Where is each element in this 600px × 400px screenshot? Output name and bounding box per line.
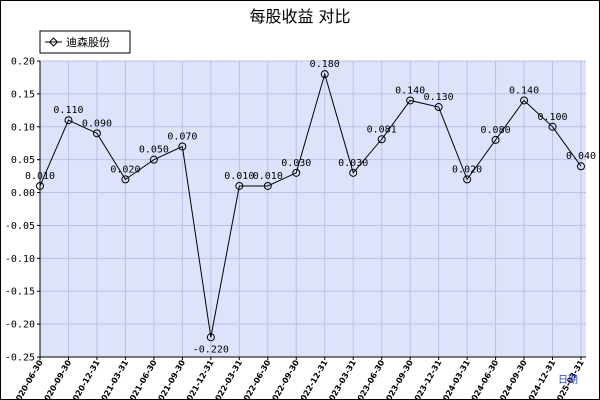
y-axis-ticks: 0.20 0.15 0.10 0.05 0.00 -0.05 -0.10 -0.15 -0.20… xyxy=(5,57,40,364)
data-label: 0.020 xyxy=(110,164,140,175)
data-labels: 0.010 0.110 0.090 0.020 0.050 0.070 -0.220 0.01… xyxy=(25,59,596,355)
data-label: 0.180 xyxy=(310,59,340,70)
data-label: 0.100 xyxy=(537,112,567,123)
y-tick-label: -0.25 xyxy=(5,353,35,364)
x-tick-label: 2021-06-30 xyxy=(125,358,159,400)
data-label: 0.140 xyxy=(395,85,425,96)
data-label: 0.030 xyxy=(281,158,311,169)
data-point xyxy=(520,96,529,105)
data-point xyxy=(235,181,244,190)
y-tick-label: 0.00 xyxy=(11,188,35,199)
data-point xyxy=(121,175,130,184)
x-tick-label: 2023-06-30 xyxy=(353,358,387,400)
x-tick-label: 2023-03-31 xyxy=(325,358,359,400)
data-label: 0.080 xyxy=(481,125,511,136)
data-label: 0.140 xyxy=(509,85,539,96)
data-point xyxy=(149,155,158,164)
data-label: 0.010 xyxy=(224,171,254,182)
data-label: 0.081 xyxy=(367,124,397,135)
x-tick-label: 2021-09-30 xyxy=(154,358,188,400)
data-point xyxy=(577,162,585,171)
data-label: 0.010 xyxy=(25,171,55,182)
data-label: 0.090 xyxy=(82,118,112,129)
data-point xyxy=(292,168,301,177)
data-label: 0.110 xyxy=(53,105,83,116)
y-tick-label: -0.05 xyxy=(5,221,35,232)
x-tick-label: 2023-12-31 xyxy=(410,358,444,400)
y-tick-label: -0.15 xyxy=(5,287,35,298)
data-label: 0.130 xyxy=(424,92,454,103)
data-point xyxy=(36,181,44,190)
data-label: 0.070 xyxy=(167,132,197,143)
data-label: 0.050 xyxy=(139,145,169,156)
x-tick-label: 2023-09-30 xyxy=(382,358,416,400)
data-label: 0.040 xyxy=(566,151,596,162)
x-tick-label: 2024-03-31 xyxy=(438,358,472,400)
x-tick-label: 2022-06-30 xyxy=(239,358,273,400)
legend: 迪森股份 xyxy=(39,30,131,54)
x-tick-label: 2024-09-30 xyxy=(495,358,529,400)
data-point xyxy=(463,175,472,184)
data-point xyxy=(406,96,415,105)
x-tick-label: 2024-06-30 xyxy=(467,358,501,400)
series-points xyxy=(36,70,585,342)
data-point xyxy=(206,333,215,342)
x-tick-label: 2021-12-31 xyxy=(182,358,216,400)
data-point xyxy=(178,142,187,151)
data-point xyxy=(263,181,272,190)
data-point xyxy=(491,135,500,144)
data-point xyxy=(92,129,101,138)
data-point xyxy=(434,103,443,112)
chart-title: 每股收益 对比 xyxy=(249,7,350,26)
x-axis-ticks: 2020-06-302020-09-302020-12-312021-03-31… xyxy=(11,357,586,400)
x-tick-label: 2021-03-31 xyxy=(97,358,131,400)
legend-marker-icon xyxy=(48,37,59,47)
data-label: -0.220 xyxy=(193,344,229,355)
axes xyxy=(39,61,586,358)
y-tick-label: -0.10 xyxy=(5,254,35,265)
legend-label: 迪森股份 xyxy=(66,35,110,49)
x-tick-label: 2020-09-30 xyxy=(40,358,74,400)
data-point xyxy=(64,116,73,125)
y-tick-label: -0.20 xyxy=(5,320,35,331)
x-tick-label: 2020-12-31 xyxy=(68,358,102,400)
series-line-dissen xyxy=(39,72,582,338)
plot-area xyxy=(40,61,586,357)
data-label: 0.030 xyxy=(338,158,368,169)
data-point xyxy=(548,122,557,131)
y-tick-label: 0.10 xyxy=(11,122,35,133)
legend-box xyxy=(39,30,131,54)
data-label: 0.010 xyxy=(253,171,283,182)
x-tick-label: 2022-12-31 xyxy=(296,358,330,400)
x-tick-label: 2024-12-31 xyxy=(524,358,558,400)
data-point xyxy=(377,135,386,144)
data-label: 0.020 xyxy=(452,164,482,175)
y-tick-label: 0.15 xyxy=(11,89,35,100)
y-tick-label: 0.20 xyxy=(11,57,35,68)
x-tick-label: 2022-09-30 xyxy=(268,358,302,400)
x-tick-label: 2022-03-31 xyxy=(211,358,245,400)
x-tick-label: 2020-06-30 xyxy=(11,358,45,400)
x-axis-label: 日期 xyxy=(558,374,578,386)
data-point xyxy=(320,70,329,79)
data-point xyxy=(349,168,358,177)
y-tick-label: 0.05 xyxy=(11,155,35,166)
